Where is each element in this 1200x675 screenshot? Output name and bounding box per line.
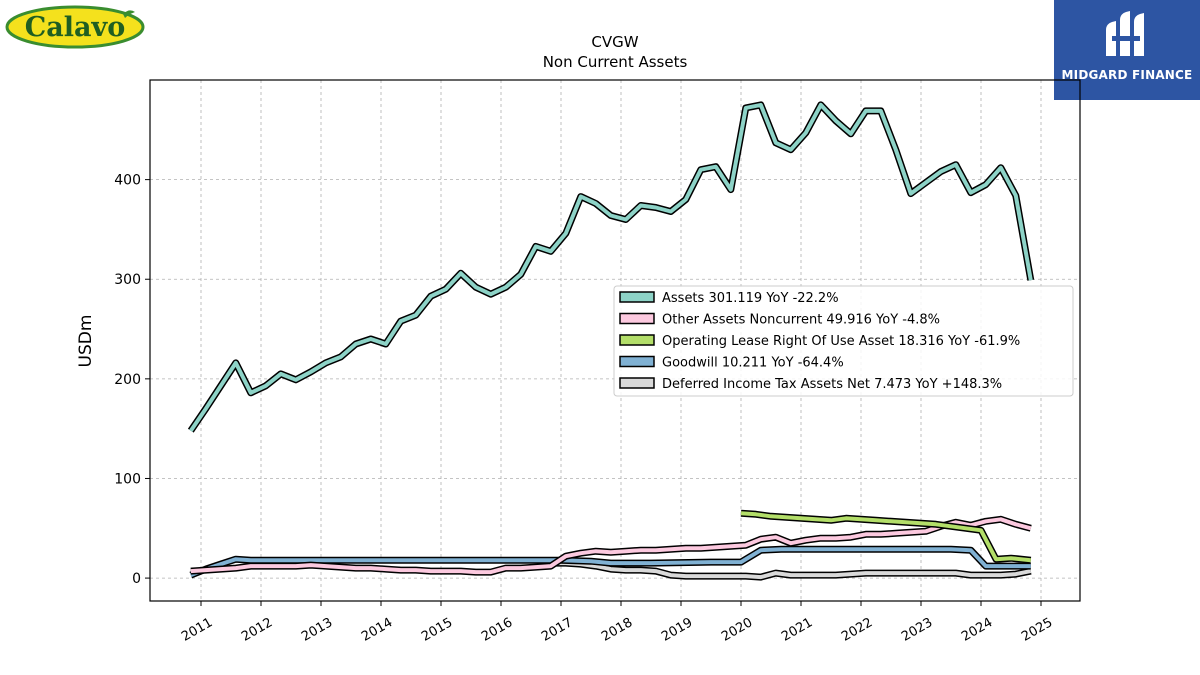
legend-label: Operating Lease Right Of Use Asset 18.31…	[662, 334, 1020, 349]
x-tick-label: 2013	[299, 615, 335, 645]
y-tick-label: 0	[132, 571, 141, 587]
legend-swatch	[619, 312, 655, 325]
calavo-logo: Calavo	[5, 5, 145, 49]
x-tick-label: 2014	[359, 615, 395, 645]
legend-label: Assets 301.119 YoY -22.2%	[662, 291, 839, 306]
x-tick-label: 2025	[1019, 615, 1055, 645]
x-tick-label: 2018	[599, 615, 635, 645]
x-tick-label: 2015	[419, 615, 455, 645]
chart-title: CVGW	[591, 33, 638, 51]
series-line	[190, 547, 1031, 577]
x-axis-ticks: 2011 2012 2013 2014 2015 2016 2017 2018 2019 2020…	[179, 601, 1055, 645]
chart-subtitle: Non Current Assets	[543, 53, 688, 71]
y-tick-label: 100	[114, 471, 141, 487]
midgard-emblem-icon	[1106, 11, 1144, 56]
series-lines	[187, 101, 1035, 581]
x-tick-label: 2012	[239, 615, 275, 645]
legend-swatch	[619, 291, 655, 303]
y-tick-label: 300	[114, 272, 141, 288]
legend-swatch	[619, 355, 655, 368]
legend-label: Other Assets Noncurrent 49.916 YoY -4.8%	[662, 313, 940, 328]
x-tick-label: 2023	[899, 615, 935, 645]
series-line	[740, 511, 1032, 563]
x-tick-label: 2024	[959, 615, 995, 645]
x-tick-label: 2016	[479, 615, 515, 645]
y-tick-label: 200	[114, 372, 141, 388]
calavo-logo-text: Calavo	[25, 12, 125, 43]
x-tick-label: 2011	[179, 615, 215, 645]
legend-swatch	[619, 377, 655, 389]
plot-frame	[149, 79, 1081, 602]
y-tick-label: 400	[114, 173, 141, 189]
legend: Assets 301.119 YoY -22.2% Other Assets No…	[613, 285, 1074, 397]
x-tick-label: 2019	[659, 615, 695, 645]
series-line	[550, 561, 1032, 580]
x-tick-label: 2022	[839, 615, 875, 645]
y-axis-ticks: 0 100 200 300 400	[114, 173, 150, 587]
legend-box	[613, 285, 1074, 397]
x-tick-label: 2017	[539, 615, 575, 645]
y-axis-label: USDm	[76, 315, 96, 368]
legend-label: Goodwill 10.211 YoY -64.4%	[662, 356, 844, 371]
legend-label: Deferred Income Tax Assets Net 7.473 YoY…	[662, 377, 1002, 392]
legend-swatch	[619, 334, 655, 346]
leaf-icon	[123, 10, 135, 18]
x-tick-label: 2021	[779, 615, 815, 645]
midgard-finance-logo: MIDGARD FINANCE	[1054, 0, 1200, 100]
series-line	[190, 517, 1032, 575]
x-tick-label: 2020	[719, 615, 755, 645]
midgard-finance-text: MIDGARD FINANCE	[1061, 68, 1193, 82]
series-line	[189, 102, 1033, 432]
